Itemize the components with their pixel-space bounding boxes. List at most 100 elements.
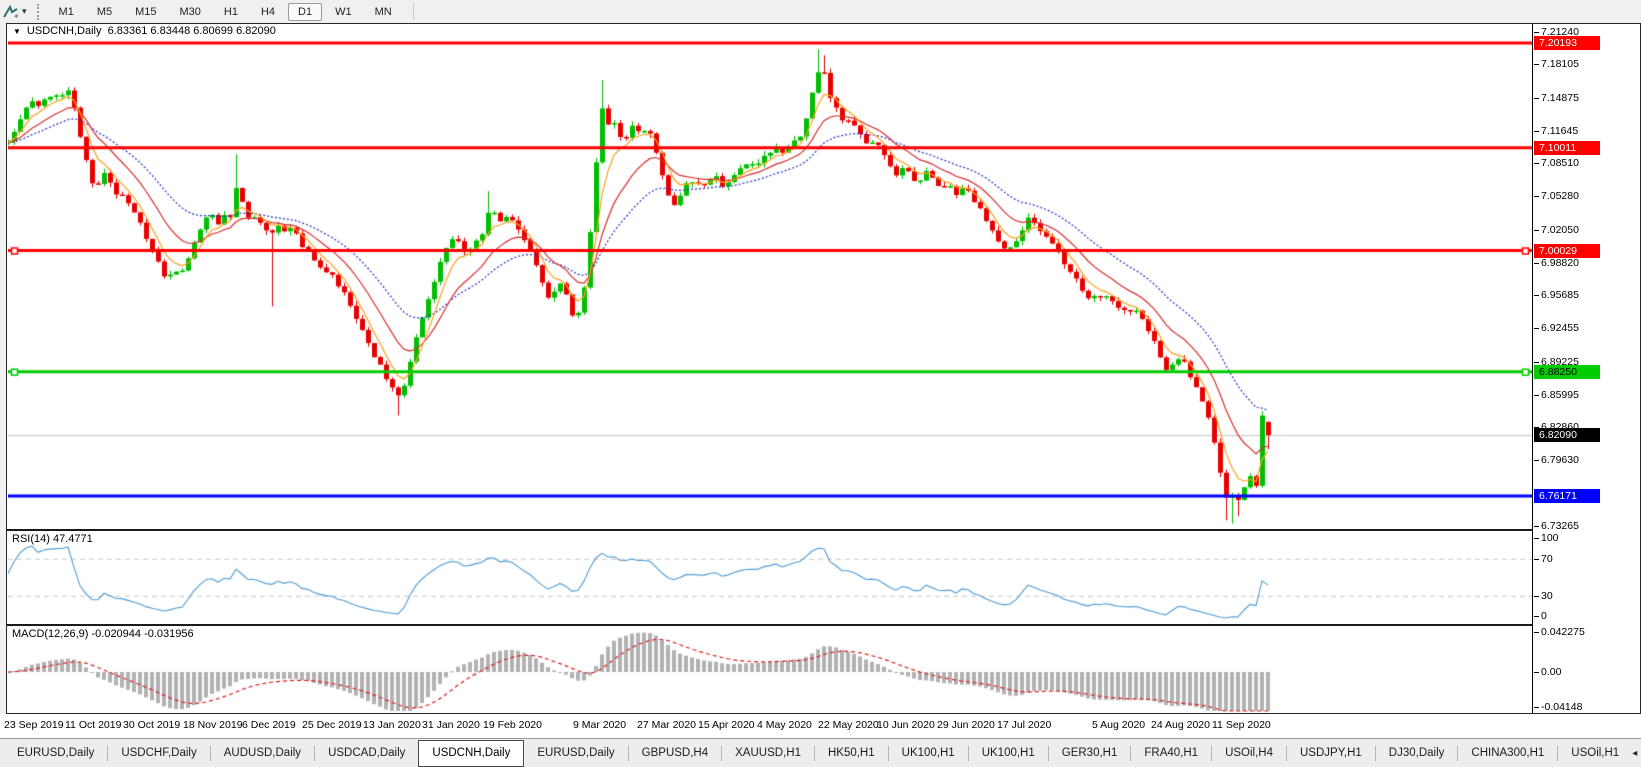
date-label: 11 Oct 2019 <box>65 719 122 731</box>
price-axis[interactable]: 7.21240 7.18105 7.14875 7.11645 7.08510 7.052… <box>1532 24 1640 713</box>
time-axis[interactable]: 23 Sep 2019 11 Oct 2019 30 Oct 2019 18 Nov … <box>0 714 1641 738</box>
timeframe-button-m15[interactable]: M15 <box>135 5 157 18</box>
main-chart-canvas[interactable] <box>8 38 1532 529</box>
timeframe-button-m1[interactable]: M1 <box>58 5 74 18</box>
chart-menu-caret-icon[interactable]: ▼ <box>13 26 21 36</box>
level-price-label[interactable]: 7.20193 <box>1534 36 1600 50</box>
level-price-label[interactable]: 6.76171 <box>1534 489 1600 503</box>
date-label: 17 Jul 2020 <box>997 719 1052 731</box>
chart-symbol-title: USDCNH,Daily <box>26 25 102 37</box>
tab-separator <box>1286 745 1287 761</box>
chart-window: ▼ USDCNH,Daily 6.83361 6.83448 6.80699 6… <box>6 23 1641 714</box>
price-tick-label: 7.14875 <box>1534 91 1579 104</box>
price-tick-label: 7.18105 <box>1534 58 1579 71</box>
date-label: 5 Aug 2020 <box>1092 719 1146 731</box>
macd-axis-label: 0.042275 <box>1534 626 1585 638</box>
date-label: 31 Jan 2020 <box>422 719 480 731</box>
date-label: 9 Mar 2020 <box>573 719 627 731</box>
chart-tab-8[interactable]: HK50,H1 <box>827 747 875 759</box>
toolbar-drag-handle[interactable] <box>36 3 41 20</box>
pointer-tool-dropdown-icon[interactable]: ▾ <box>22 6 27 16</box>
date-label: 4 May 2020 <box>757 719 812 731</box>
tab-separator <box>1211 745 1213 761</box>
timeframe-button-mn[interactable]: MN <box>374 5 392 18</box>
macd-label: MACD(12,26,9) -0.020944 -0.031956 <box>12 628 194 640</box>
chart-tabbar: EURUSD,Daily USDCHF,Daily AUDUSD,Daily USDC… <box>0 738 1641 767</box>
date-label: 10 Jun 2020 <box>877 719 935 731</box>
chart-tab-14[interactable]: USDJPY,H1 <box>1300 747 1362 759</box>
macd-canvas[interactable] <box>8 626 1532 713</box>
rsi-axis-label: 0 <box>1534 610 1547 622</box>
date-label: 22 May 2020 <box>818 719 879 731</box>
date-label: 6 Dec 2019 <box>242 719 296 731</box>
macd-axis-label: -0.04148 <box>1533 701 1583 713</box>
date-label: 18 Nov 2019 <box>183 719 243 731</box>
macd-panel: MACD(12,26,9) -0.020944 -0.031956 <box>7 626 1532 713</box>
price-tick-label: 7.05280 <box>1534 190 1579 203</box>
level-price-label[interactable]: 7.10011 <box>1534 140 1600 155</box>
rsi-canvas[interactable] <box>8 531 1532 624</box>
chart-tab-16[interactable]: CHINA300,H1 <box>1471 747 1545 759</box>
date-label: 30 Oct 2019 <box>123 719 181 731</box>
price-tick-label: 7.11645 <box>1533 124 1579 137</box>
tab-separator <box>887 745 889 761</box>
price-tick-label: 6.89225 <box>1534 355 1579 368</box>
panel-divider[interactable] <box>7 624 1640 626</box>
chart-tab-7[interactable]: XAUUSD,H1 <box>735 747 801 759</box>
panel-divider[interactable] <box>7 529 1640 531</box>
chart-titlebar: ▼ USDCNH,Daily 6.83361 6.83448 6.80699 6… <box>7 24 1640 38</box>
chart-tab-9[interactable]: UK100,H1 <box>901 747 955 759</box>
chart-tab-2[interactable]: AUDUSD,Daily <box>223 747 302 759</box>
timeframe-button-h4[interactable]: H4 <box>260 5 276 18</box>
tab-separator <box>107 745 109 761</box>
rsi-axis-label: 70 <box>1534 552 1553 565</box>
tab-scroll-arrows: ◂ ▸ <box>1632 748 1641 759</box>
timeframe-buttons: M1 M5 M15 M30 H1 H4 D1 W1 MN <box>49 2 405 21</box>
chart-tab-0[interactable]: EURUSD,Daily <box>17 747 95 759</box>
chart-tab-15[interactable]: DJ30,Daily <box>1388 747 1445 759</box>
timeframe-button-m30[interactable]: M30 <box>179 5 201 18</box>
chart-tab-6[interactable]: GBPUSD,H4 <box>641 747 709 759</box>
price-tick-label: 6.79630 <box>1534 454 1579 467</box>
rsi-panel: RSI(14) 47.4771 <box>7 531 1532 624</box>
rsi-axis-label: 100 <box>1534 532 1559 544</box>
chart-tab-11[interactable]: GER30,H1 <box>1061 747 1118 759</box>
rsi-axis-label: 30 <box>1534 589 1553 602</box>
tab-separator <box>1047 745 1049 761</box>
chart-tab-13[interactable]: USOil,H4 <box>1225 747 1273 759</box>
tab-separator <box>1374 745 1376 761</box>
chart-tab-4[interactable]: USDCNH,Daily <box>418 739 525 767</box>
chart-tab-5[interactable]: EURUSD,Daily <box>537 747 615 759</box>
price-tick-label: 7.02050 <box>1534 223 1579 236</box>
price-tick-label: 7.21240 <box>1534 26 1579 39</box>
pointer-tool-icon[interactable] <box>2 4 20 20</box>
date-label: 27 Mar 2020 <box>637 719 696 731</box>
date-label: 15 Apr 2020 <box>698 719 755 731</box>
tab-separator <box>967 745 969 761</box>
rsi-label: RSI(14) 47.4771 <box>12 533 93 545</box>
chart-tab-12[interactable]: FRA40,H1 <box>1144 747 1199 759</box>
timeframe-button-d1[interactable]: D1 <box>288 2 323 21</box>
chart-tab-17[interactable]: USOil,H1 <box>1571 747 1620 759</box>
current-price-label: 6.82090 <box>1534 428 1600 443</box>
chart-tab-3[interactable]: USDCAD,Daily <box>328 747 406 759</box>
tab-separator <box>209 745 211 761</box>
price-tick-label: 7.08510 <box>1534 157 1579 170</box>
chart-tab-10[interactable]: UK100,H1 <box>981 747 1035 759</box>
date-label: 23 Sep 2019 <box>4 719 64 731</box>
price-tick-label: 6.98820 <box>1534 256 1579 269</box>
main-chart-panel <box>7 38 1532 529</box>
level-price-label[interactable]: 7.00029 <box>1534 243 1600 258</box>
date-label: 29 Jun 2020 <box>937 719 995 731</box>
timeframe-button-h1[interactable]: H1 <box>223 5 238 18</box>
level-price-label[interactable]: 6.88250 <box>1534 364 1600 379</box>
date-label: 24 Aug 2020 <box>1151 719 1210 731</box>
timeframe-button-m5[interactable]: M5 <box>96 5 113 18</box>
tab-separator <box>1457 745 1459 761</box>
chart-tab-1[interactable]: USDCHF,Daily <box>121 747 197 759</box>
tab-separator <box>314 745 316 761</box>
price-tick-label: 6.85995 <box>1534 388 1579 401</box>
tabs-scroll-left-icon[interactable]: ◂ <box>1632 747 1638 759</box>
timeframe-button-w1[interactable]: W1 <box>335 5 352 18</box>
